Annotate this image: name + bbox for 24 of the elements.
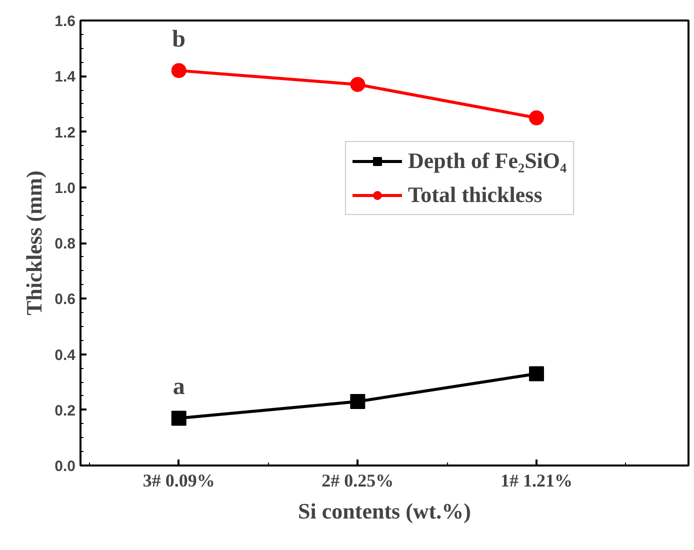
point: [171, 63, 186, 78]
point: [529, 110, 544, 126]
point: [171, 410, 186, 426]
point: [529, 366, 544, 382]
y-tick-label: 0.4: [54, 346, 76, 364]
y-tick-label: 0.0: [54, 458, 76, 475]
y-tick-label: 1.4: [54, 68, 76, 86]
legend-label: Depth of Fe₂SiO₄: [408, 148, 567, 174]
y-tick-label: 0.6: [54, 291, 76, 308]
y-axis-title: Thickless (mm): [22, 170, 47, 316]
y-tick-label: 1.2: [54, 124, 76, 142]
y-tick-label: 0.2: [54, 402, 76, 420]
legend-label: Total thickless: [408, 182, 542, 208]
x-axis-title: Si contents (wt.%): [298, 498, 471, 524]
y-tick-label: 1.0: [54, 180, 76, 197]
x-tick-label: 1# 1.21%: [500, 470, 572, 490]
x-tick-label: 2# 0.25%: [322, 470, 394, 490]
point: [350, 76, 366, 92]
x-tick-label: 3# 0.09%: [142, 470, 215, 490]
y-tick-label: 1.6: [54, 13, 76, 30]
annotation: a: [172, 374, 185, 400]
annotation: b: [172, 26, 186, 53]
y-tick-label: 0.8: [54, 236, 76, 252]
point: [350, 394, 366, 410]
